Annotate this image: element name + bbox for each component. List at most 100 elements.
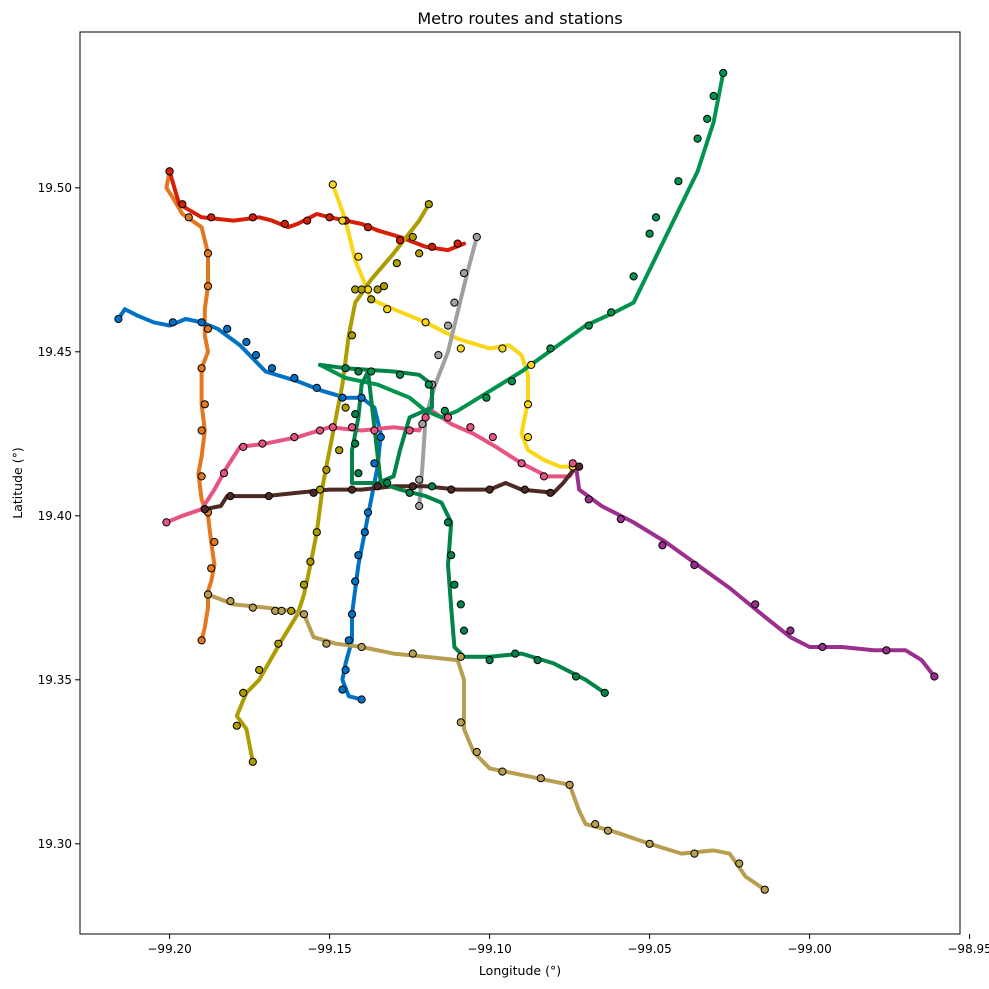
station-point — [690, 560, 699, 570]
station-point — [200, 505, 209, 514]
station-point — [280, 219, 289, 228]
station-point — [328, 423, 337, 432]
y-tick-label: 19.50 — [38, 181, 72, 195]
station-point — [370, 426, 379, 435]
station-point — [408, 232, 417, 242]
station-point — [197, 318, 206, 327]
x-tick-label: −99.05 — [627, 942, 671, 956]
station-point — [303, 216, 312, 225]
station-point — [415, 501, 424, 511]
station-point — [315, 485, 325, 494]
station-point — [523, 400, 533, 409]
station-point — [322, 465, 331, 474]
station-point — [735, 859, 744, 868]
station-point — [306, 557, 315, 566]
station-point — [197, 426, 206, 435]
station-point — [440, 406, 449, 415]
station-point — [645, 229, 654, 238]
station-point — [453, 239, 462, 248]
station-point — [434, 351, 443, 360]
station-point — [178, 200, 187, 209]
station-point — [517, 459, 526, 468]
station-point — [354, 367, 363, 376]
y-tick-label: 19.30 — [38, 837, 72, 851]
station-point — [575, 462, 584, 471]
station-point — [197, 364, 206, 373]
station-point — [363, 508, 373, 517]
station-point — [533, 656, 542, 665]
station-point — [930, 672, 939, 681]
station-point — [447, 551, 456, 560]
station-point — [223, 324, 232, 333]
station-point — [328, 180, 337, 189]
station-point — [703, 114, 712, 124]
station-point — [450, 580, 459, 589]
route-line-9 — [574, 464, 937, 679]
route-line-7 — [164, 408, 578, 525]
station-point — [354, 469, 363, 478]
station-point — [226, 597, 235, 606]
station-point — [325, 213, 334, 222]
station-point — [203, 590, 213, 599]
station-point — [274, 639, 283, 648]
station-point — [299, 580, 309, 589]
station-point — [242, 337, 251, 347]
station-point — [287, 606, 296, 616]
chart-title: Metro routes and stations — [417, 9, 622, 28]
station-point — [427, 242, 437, 251]
station-point — [207, 564, 216, 573]
y-axis-label: Latitude (°) — [10, 447, 25, 518]
station-point — [395, 370, 405, 379]
station-point — [114, 314, 123, 324]
station-point — [354, 551, 363, 560]
station-point — [818, 642, 827, 652]
station-point — [383, 305, 392, 314]
station-point — [347, 331, 357, 340]
station-point — [690, 849, 699, 858]
station-point — [264, 492, 273, 501]
plot-frame — [79, 31, 961, 935]
station-point — [239, 688, 248, 698]
station-point — [472, 747, 481, 757]
station-point — [456, 652, 465, 661]
x-tick-label: −99.10 — [467, 942, 511, 956]
station-point — [357, 695, 366, 704]
station-point — [421, 318, 430, 327]
station-point — [373, 482, 382, 491]
station-point — [395, 236, 405, 245]
station-point — [162, 518, 171, 527]
station-point — [584, 495, 593, 504]
station-point — [674, 177, 683, 186]
station-point — [312, 383, 321, 392]
station-point — [367, 367, 376, 376]
y-tick-label: 19.40 — [38, 509, 72, 523]
station-point — [168, 318, 177, 327]
route-line-12 — [206, 592, 767, 892]
station-point — [367, 295, 376, 304]
station-point — [408, 482, 417, 491]
station-point — [210, 537, 219, 547]
station-point — [312, 528, 321, 537]
station-point — [571, 672, 581, 681]
station-point — [591, 820, 600, 829]
station-point — [184, 213, 193, 222]
station-point — [488, 433, 497, 442]
station-point — [536, 774, 545, 783]
station-point — [344, 636, 353, 645]
station-point — [786, 626, 795, 635]
station-point — [527, 360, 536, 369]
station-point — [498, 344, 507, 353]
station-point — [651, 213, 661, 222]
station-point — [607, 308, 616, 317]
station-point — [603, 826, 613, 835]
station-point — [203, 324, 213, 333]
station-point — [248, 603, 257, 612]
station-point — [456, 600, 465, 609]
station-point — [309, 488, 318, 497]
station-point — [351, 577, 360, 586]
station-point — [226, 492, 235, 501]
station-point — [376, 433, 385, 442]
route-line-2 — [167, 169, 466, 253]
station-point — [290, 373, 299, 383]
